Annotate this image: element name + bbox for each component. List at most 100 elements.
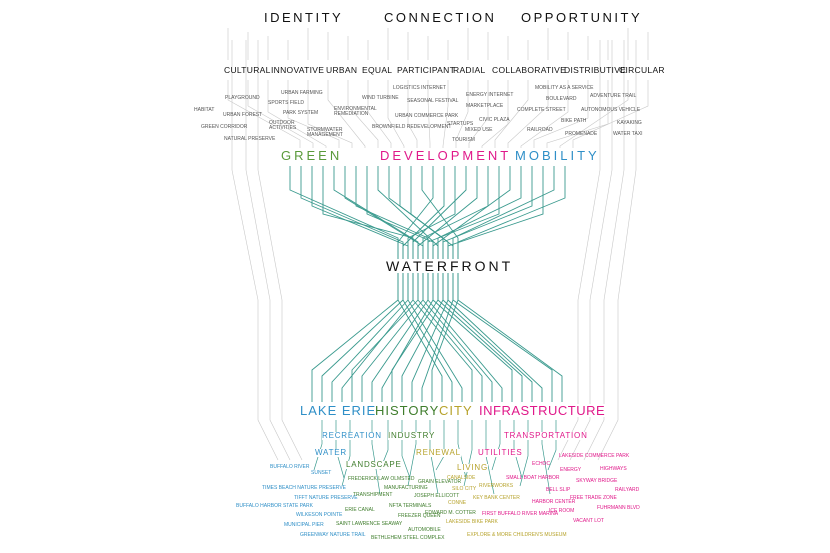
concept-adventure-trail: ADVENTURE TRAIL (590, 93, 637, 99)
concept-stormwater-management: STORMWATER MANAGEMENT (307, 127, 343, 138)
grey-outer-line (583, 40, 625, 461)
teal-connector (322, 166, 414, 402)
category-infrastructure: INFRASTRUCTURE (479, 403, 606, 418)
teal-connector (447, 166, 544, 402)
place-explore-more-museum: EXPLORE & MORE CHILDREN'S MUSEUM (467, 532, 567, 538)
concept-urban-forest: URBAN FOREST (223, 112, 263, 118)
teal-drop (547, 420, 557, 471)
concept-tourism: TOURISM (452, 137, 475, 143)
category-city: CITY (439, 403, 473, 418)
place-lakeside-bike-park: LAKESIDE BIKE PARK (446, 519, 498, 525)
grey-connector (481, 36, 509, 148)
sub-renewal: RENEWAL (416, 448, 461, 457)
grey-connector (347, 36, 379, 148)
concept-energy-internet: ENERGY INTERNET (466, 92, 514, 98)
place-edward-cotter: EDWARD M. COTTER (425, 510, 476, 516)
concept-promenade: PROMENADE (565, 131, 598, 137)
place-small-boat-harbor: SMALL BOAT HARBOR (506, 475, 560, 481)
quality-participant: PARTICIPANT (397, 65, 456, 75)
teal-drop (463, 420, 473, 487)
grey-connector (267, 36, 327, 148)
concept-kayaking: KAYAKING (617, 120, 642, 126)
concept-outdoor-activities: OUTDOOR ACTIVITIES (269, 120, 297, 131)
teal-drop (313, 420, 323, 471)
grey-connector (520, 32, 569, 148)
concept-boulevard: BOULEVARD (546, 96, 577, 102)
place-riverworks: RIVERWORKS (479, 483, 514, 489)
grey-connector (442, 40, 449, 148)
grey-connector (307, 28, 353, 148)
concept-mobility-as-a-service: MOBILITY AS A SERVICE (535, 85, 594, 91)
place-conne: CONNE (448, 500, 467, 506)
grey-outer-line (231, 40, 279, 461)
teal-connector (452, 166, 555, 402)
concept-autonomous-vehicle: AUTONOMOUS VEHICLE (581, 107, 641, 113)
concept-civic-plaza: CIVIC PLAZA (479, 117, 510, 123)
concept-complete-street: COMPLETE STREET (517, 107, 566, 113)
place-municipal-pier: MUNICIPAL PIER (284, 522, 324, 528)
grey-connector (507, 28, 549, 148)
teal-connector (410, 166, 454, 402)
grey-connector (455, 28, 469, 148)
grey-connector (572, 32, 649, 148)
concept-habitat: HABITAT (194, 107, 215, 113)
concept-logistics-internet: LOGISTICS INTERNET (393, 85, 447, 91)
grey-outer-line (597, 40, 637, 461)
category-lake-erie: LAKE ERIE (300, 403, 377, 418)
grey-connector (546, 40, 609, 148)
theme-mobility: MOBILITY (515, 148, 600, 163)
grey-connector (468, 32, 489, 148)
concept-playground: PLAYGROUND (225, 95, 260, 101)
grey-connector (387, 28, 405, 148)
place-manufacturing: MANUFACTURING (384, 485, 428, 491)
concept-mixed-use: MIXED USE (465, 127, 493, 133)
concept-park-system: PARK SYSTEM (283, 110, 319, 116)
concept-startups: STARTUPS (447, 121, 474, 127)
place-vacant-lot: VACANT LOT (573, 518, 604, 524)
teal-drop (541, 420, 551, 495)
quality-radial: RADIAL (453, 65, 486, 75)
concept-railroad: RAILROAD (527, 127, 553, 133)
place-transhipment: TRANSHIPMENT (353, 492, 393, 498)
grey-outer-line (557, 40, 601, 461)
quality-innovative: INNOVATIVE (271, 65, 325, 75)
heading-opportunity: OPPORTUNITY (521, 10, 643, 25)
grey-connector (367, 40, 392, 148)
teal-connector (402, 166, 453, 402)
grey-connector (327, 32, 366, 148)
sub-water: WATER (315, 448, 347, 457)
teal-drop (491, 420, 501, 471)
grey-connector (494, 40, 529, 148)
place-sunset: SUNSET (311, 470, 332, 476)
place-silo-city: SILO CITY (452, 486, 477, 492)
concept-urban-farming: URBAN FARMING (281, 90, 323, 96)
place-ice-room: ICE ROOM (549, 508, 575, 514)
place-energy: ENERGY (560, 467, 582, 473)
place-free-trade-zone: FREE TRADE ZONE (570, 495, 617, 501)
concept-water-taxi: WATER TAXI (613, 131, 643, 137)
place-first-buffalo-marina: FIRST BUFFALO RIVER MARINA (482, 511, 559, 517)
grey-outer-line (257, 40, 303, 461)
teal-connector (388, 166, 444, 402)
place-bethlehem-steel: BETHLEHEM STEEL COMPLEX (371, 535, 445, 541)
place-tifft-nature: TIFFT NATURE PRESERVE (294, 495, 358, 501)
teal-drop (371, 420, 381, 495)
heading-connection: CONNECTION (384, 10, 497, 25)
sub-landscape: LANDSCAPE (346, 460, 402, 469)
place-times-beach: TIMES BEACH NATURE PRESERVE (262, 485, 346, 491)
place-bell-slip: BELL SLIP (546, 487, 571, 493)
place-highways: HIGHWAYS (600, 466, 627, 472)
grey-connector (247, 32, 314, 148)
grey-connector (559, 28, 629, 148)
teal-connector (289, 166, 399, 402)
concept-seasonal-festival: SEASONAL FESTIVAL (407, 98, 459, 104)
teal-connector (417, 166, 483, 402)
place-nfta-terminals: NFTA TERMINALS (389, 503, 432, 509)
grey-connector (407, 32, 418, 148)
grey-outer-line (245, 40, 291, 461)
concept-sports-field: SPORTS FIELD (268, 100, 305, 106)
grey-connector (287, 40, 340, 148)
place-canalside: CANALSIDE (447, 475, 476, 481)
concept-environmental-remediation: ENVIRONMENTAL REMEDIATION (334, 106, 377, 117)
